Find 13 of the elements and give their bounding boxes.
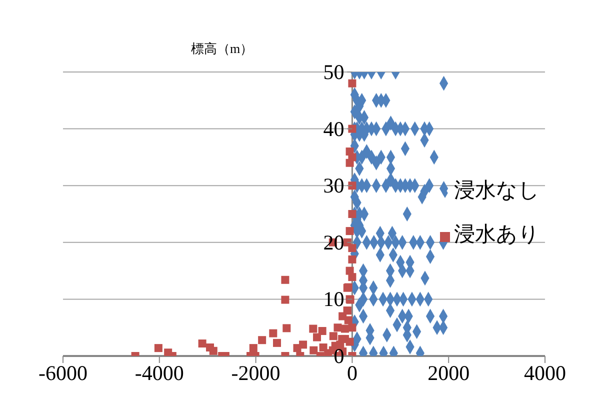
legend-label: 浸水なし [454,178,540,202]
y-axis-title: 標高（m） [191,40,254,58]
x-tick-label: -6000 [38,360,88,385]
y-tick-label: 10 [323,287,344,312]
x-tick-label: 4000 [524,360,566,385]
x-tick-label: -4000 [134,360,184,385]
y-tick-label: 50 [323,60,344,84]
y-tick-label: 40 [323,116,344,141]
x-tick-label: -2000 [231,360,280,385]
x-tick-label: 2000 [428,360,470,385]
legend-label: 浸水あり [454,222,540,246]
y-tick-label: 30 [323,174,344,198]
y-tick-label: 20 [323,230,344,254]
